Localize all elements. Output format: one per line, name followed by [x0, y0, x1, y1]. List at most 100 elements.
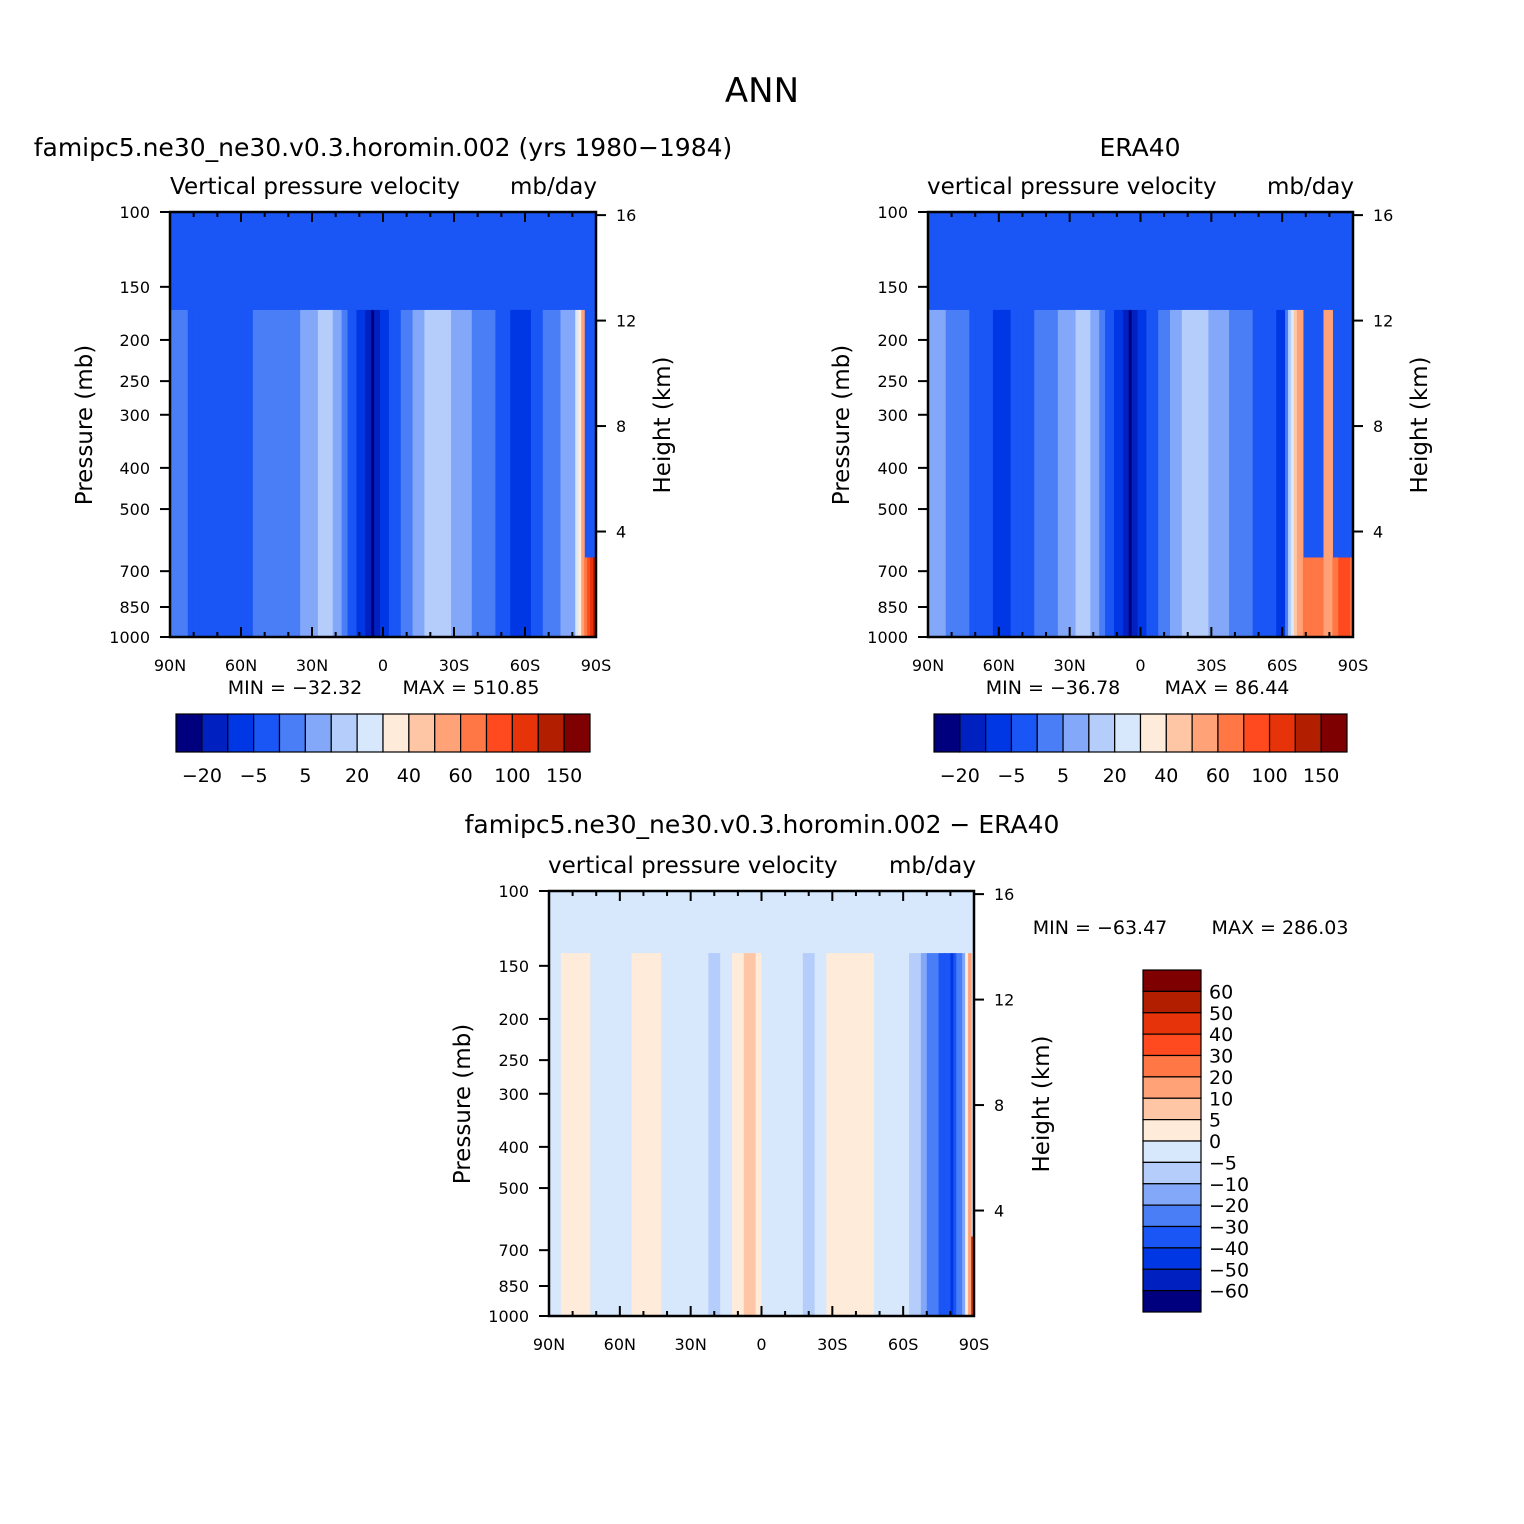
y2-tick-label: 12	[1373, 312, 1393, 331]
y-tick-label: 300	[498, 1085, 529, 1104]
contour-band	[1240, 309, 1248, 637]
panel-model: famipc5.ne30_ne30.v0.3.horomin.002 (yrs …	[34, 133, 733, 787]
contour-band	[320, 309, 325, 637]
colorbar-label: 20	[1103, 765, 1127, 787]
contour-band	[897, 953, 904, 1316]
colorbar-label: 50	[1209, 1003, 1233, 1025]
contour-band	[495, 309, 502, 637]
x-tick-label: 90S	[581, 656, 612, 675]
colorbar-label: 20	[345, 765, 369, 787]
contour-band	[465, 309, 473, 637]
colorbar-swatch	[1243, 713, 1271, 753]
panel-model-ylabel: Pressure (mb)	[72, 345, 98, 505]
contour-band	[1093, 309, 1097, 637]
contour-band	[891, 953, 898, 1316]
contour-band	[690, 953, 698, 1316]
contour-band	[1161, 309, 1165, 637]
contour-band	[631, 953, 639, 1316]
contour-band	[368, 309, 372, 637]
contour-band	[471, 309, 479, 637]
contour-band	[637, 953, 645, 1316]
panel-model-y2label: Height (km)	[650, 356, 676, 493]
contour-band	[1152, 309, 1156, 637]
contour-band	[418, 309, 423, 637]
contour-band	[530, 309, 538, 637]
y-tick-label: 400	[498, 1138, 529, 1157]
colorbar-swatch	[1142, 1268, 1202, 1292]
colorbar-label: −40	[1209, 1238, 1249, 1260]
contour-band	[861, 953, 869, 1316]
contour-band	[519, 309, 523, 637]
y-tick-label: 850	[119, 598, 150, 617]
colorbar-swatch	[356, 713, 384, 753]
contour-band	[779, 953, 786, 1316]
contour-band	[1170, 309, 1174, 637]
panel-diff-title: famipc5.ne30_ne30.v0.3.horomin.002 − ERA…	[465, 810, 1060, 839]
contour-band	[1217, 309, 1224, 637]
contour-band	[1119, 309, 1124, 637]
y-tick-label: 850	[498, 1277, 529, 1296]
colorbar-swatch	[1142, 990, 1202, 1014]
contour-band	[371, 309, 375, 637]
colorbar-swatch	[175, 713, 203, 753]
contour-band	[241, 309, 248, 637]
contour-band	[1072, 309, 1077, 637]
colorbar-label: 60	[449, 765, 473, 787]
contour-band	[832, 953, 839, 1316]
contour-band	[1034, 309, 1041, 637]
y2-tick-label: 16	[994, 885, 1014, 904]
contour-band	[758, 953, 763, 1316]
colorbar-swatch	[1088, 713, 1116, 753]
colorbar-swatch	[1062, 713, 1090, 753]
contour-band	[448, 309, 452, 637]
contour-band	[235, 309, 242, 637]
colorbar-swatch	[1142, 1204, 1202, 1228]
contour-band	[1296, 309, 1301, 637]
y2-tick-label: 8	[616, 417, 626, 436]
contour-band	[602, 953, 609, 1316]
contour-band	[439, 309, 443, 637]
contour-band	[590, 557, 594, 637]
contour-band	[992, 309, 1000, 637]
contour-band	[726, 953, 733, 1316]
contour-band	[332, 309, 337, 637]
contour-band	[1293, 309, 1298, 637]
contour-band	[252, 309, 260, 637]
contour-band	[1288, 309, 1292, 637]
contour-band	[329, 309, 334, 637]
contour-band	[1096, 309, 1100, 637]
contour-band	[672, 953, 680, 1316]
colorbar-swatch	[408, 713, 436, 753]
contour-band	[288, 309, 295, 637]
contour-band	[1323, 309, 1330, 637]
contour-band	[300, 309, 307, 637]
contour-band	[1335, 557, 1339, 637]
contour-band	[720, 953, 727, 1316]
contour-band	[684, 953, 692, 1316]
colorbar-label: 30	[1209, 1046, 1233, 1068]
colorbar-swatch	[330, 713, 358, 753]
contour-band	[1122, 309, 1127, 637]
contour-band	[566, 309, 573, 637]
colorbar-label: 20	[1209, 1067, 1233, 1089]
contour-band	[1110, 309, 1115, 637]
contour-band	[1187, 309, 1192, 637]
colorbar-swatch	[933, 713, 961, 753]
y-tick-label: 100	[119, 203, 150, 222]
colorbar-swatch	[1142, 1076, 1202, 1099]
contour-band	[205, 309, 213, 637]
contour-band	[217, 309, 224, 637]
contour-band	[1282, 309, 1286, 637]
colorbar-label: −5	[1209, 1152, 1237, 1174]
contour-band	[1181, 309, 1186, 637]
x-tick-label: 90N	[533, 1335, 565, 1354]
contour-band	[572, 953, 580, 1316]
contour-band	[397, 309, 402, 637]
y-tick-label: 150	[498, 957, 529, 976]
colorbar-label: 0	[1209, 1131, 1221, 1153]
panel-era40-min: MIN = −36.78	[986, 677, 1121, 699]
contour-band	[755, 953, 760, 1316]
x-tick-label: 0	[378, 656, 388, 675]
contour-band	[702, 953, 709, 1316]
